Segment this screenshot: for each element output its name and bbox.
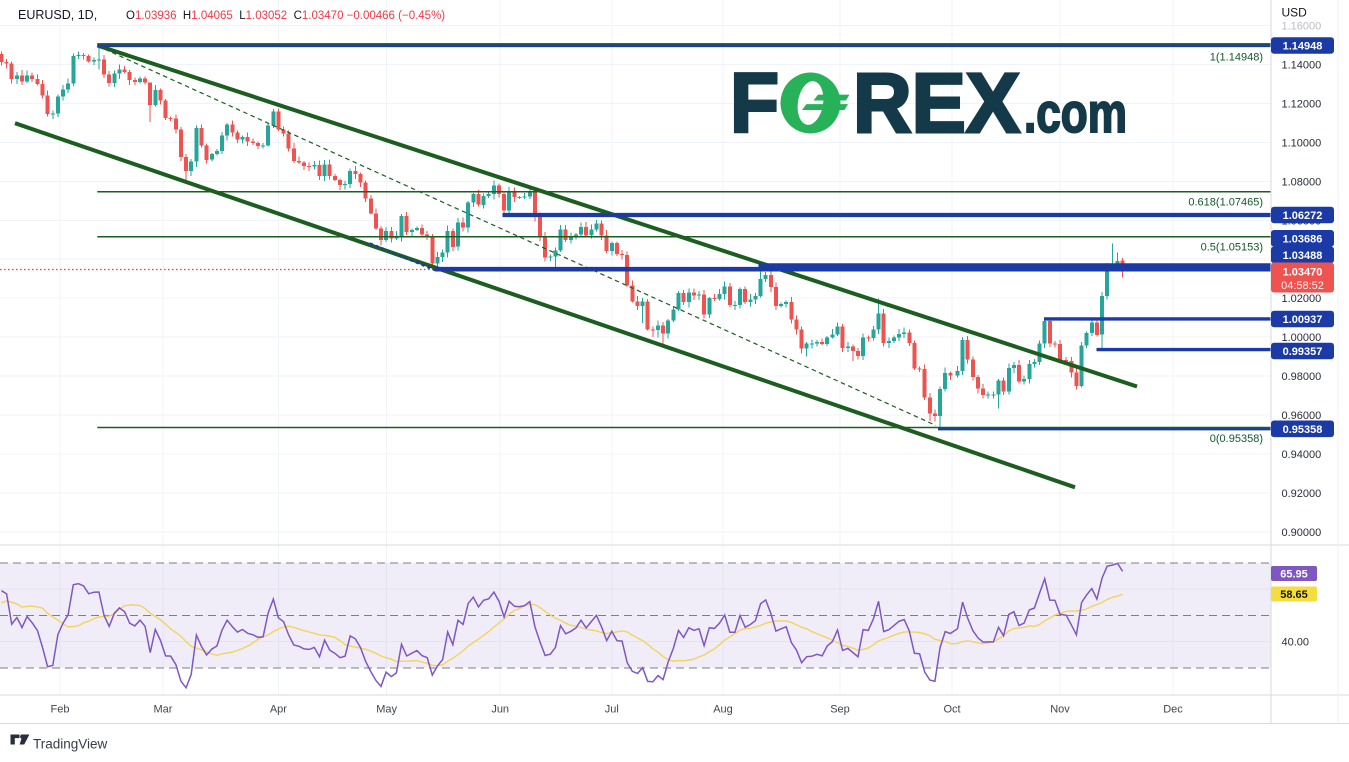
svg-text:65.95: 65.95 bbox=[1280, 569, 1308, 581]
svg-text:1.02000: 1.02000 bbox=[1282, 293, 1322, 305]
svg-text:Mar: Mar bbox=[154, 704, 173, 716]
svg-text:0.99357: 0.99357 bbox=[1283, 346, 1323, 358]
svg-text:May: May bbox=[376, 704, 397, 716]
svg-text:0.90000: 0.90000 bbox=[1282, 527, 1322, 539]
svg-text:0.96000: 0.96000 bbox=[1282, 410, 1322, 422]
svg-text:0(0.95358): 0(0.95358) bbox=[1210, 433, 1263, 445]
svg-text:Nov: Nov bbox=[1050, 704, 1070, 716]
svg-text:0.92000: 0.92000 bbox=[1282, 488, 1322, 500]
svg-text:0.618(1.07465): 0.618(1.07465) bbox=[1188, 197, 1263, 209]
svg-text:Apr: Apr bbox=[270, 704, 287, 716]
svg-text:0.95358: 0.95358 bbox=[1283, 424, 1323, 436]
svg-text:TradingView: TradingView bbox=[33, 737, 108, 752]
svg-text:1.00937: 1.00937 bbox=[1283, 314, 1323, 326]
svg-text:O1.03936 H1.04065 L1.03052: O1.03936 H1.04065 L1.03052 C1.03470 −0.0… bbox=[126, 10, 445, 22]
svg-text:.com: .com bbox=[1024, 81, 1127, 144]
svg-text:Feb: Feb bbox=[51, 704, 70, 716]
svg-text:1.10000: 1.10000 bbox=[1282, 137, 1322, 149]
svg-text:Jun: Jun bbox=[491, 704, 509, 716]
svg-text:1.12000: 1.12000 bbox=[1282, 99, 1322, 111]
svg-text:F: F bbox=[730, 56, 779, 150]
svg-text:1(1.14948): 1(1.14948) bbox=[1210, 52, 1263, 64]
svg-text:Oct: Oct bbox=[943, 704, 960, 716]
svg-text:0.98000: 0.98000 bbox=[1282, 371, 1322, 383]
svg-text:Sep: Sep bbox=[830, 704, 850, 716]
svg-text:1.08000: 1.08000 bbox=[1282, 176, 1322, 188]
svg-text:REX: REX bbox=[853, 56, 1020, 150]
svg-text:0.94000: 0.94000 bbox=[1282, 449, 1322, 461]
svg-text:Aug: Aug bbox=[713, 704, 733, 716]
svg-text:USD: USD bbox=[1282, 6, 1308, 20]
svg-text:1.03470: 1.03470 bbox=[1283, 267, 1323, 279]
svg-text:1.16000: 1.16000 bbox=[1282, 21, 1322, 33]
svg-text:1.00000: 1.00000 bbox=[1282, 332, 1322, 344]
svg-text:04:58:52: 04:58:52 bbox=[1281, 280, 1324, 292]
svg-text:EURUSD, 1D,: EURUSD, 1D, bbox=[18, 8, 97, 22]
svg-text:1.03686: 1.03686 bbox=[1283, 233, 1323, 245]
svg-text:40.00: 40.00 bbox=[1282, 637, 1310, 649]
svg-text:1.03488: 1.03488 bbox=[1283, 250, 1323, 262]
svg-text:58.65: 58.65 bbox=[1280, 589, 1308, 601]
svg-text:Jul: Jul bbox=[605, 704, 619, 716]
svg-text:1.06272: 1.06272 bbox=[1283, 210, 1323, 222]
svg-text:0.5(1.05153): 0.5(1.05153) bbox=[1201, 242, 1263, 254]
svg-text:Dec: Dec bbox=[1163, 704, 1183, 716]
svg-text:1.14000: 1.14000 bbox=[1282, 60, 1322, 72]
svg-text:1.14948: 1.14948 bbox=[1283, 41, 1323, 53]
